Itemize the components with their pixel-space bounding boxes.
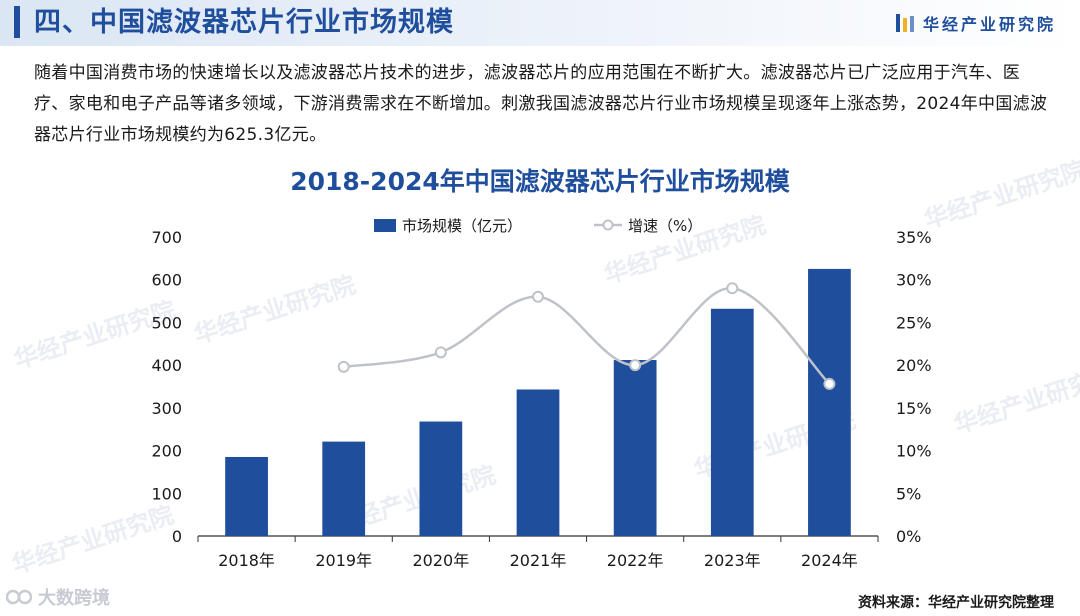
x-tick-label: 2018年	[218, 551, 275, 570]
y-left-tick-label: 700	[151, 228, 182, 247]
growth-line	[343, 287, 831, 385]
header-accent-bar	[14, 6, 20, 38]
x-tick-label: 2020年	[412, 551, 469, 570]
bar	[613, 360, 657, 536]
brand: 华经产业研究院	[895, 10, 1056, 36]
y-left-tick-label: 100	[151, 484, 182, 503]
x-tick-label: 2023年	[704, 551, 761, 570]
corner-logo-text: 大数跨境	[38, 588, 110, 609]
bar	[225, 456, 268, 536]
y-left-tick-label: 400	[151, 356, 182, 375]
growth-point	[532, 290, 544, 303]
corner-logo: 大数跨境	[6, 584, 110, 610]
section-title: 四、中国滤波器芯片行业市场规模	[34, 7, 454, 38]
brand-logo-icon	[895, 14, 914, 32]
growth-point	[726, 282, 739, 295]
legend-bar-label: 市场规模（亿元）	[402, 217, 522, 235]
growth-point	[337, 360, 350, 373]
y-left-tick-label: 0	[172, 527, 182, 546]
header-banner: 四、中国滤波器芯片行业市场规模 华经产业研究院	[0, 0, 1080, 46]
y-right-tick-label: 20%	[896, 356, 932, 375]
bar-series	[225, 268, 851, 536]
bar	[516, 389, 560, 536]
y-right-tick-label: 5%	[896, 484, 921, 503]
legend-bar-swatch	[374, 219, 396, 232]
y-right-tick-label: 25%	[896, 313, 932, 332]
growth-point	[434, 346, 447, 359]
source-note: 资料来源：华经产业研究院整理	[858, 595, 1054, 611]
y-left-tick-label: 600	[151, 271, 182, 290]
corner-logo-icon	[6, 589, 32, 605]
growth-point	[629, 359, 642, 372]
x-tick-label: 2019年	[315, 551, 372, 570]
bar	[710, 308, 754, 536]
y-left-tick-label: 300	[151, 399, 182, 418]
brand-name: 华经产业研究院	[922, 15, 1056, 34]
x-tick-label: 2022年	[607, 551, 664, 570]
y-left-tick-label: 500	[151, 313, 182, 332]
bar	[419, 421, 463, 536]
market-size-chart: 2018-2024年中国滤波器芯片行业市场规模 市场规模（亿元） 增速（%） 0…	[151, 167, 931, 570]
x-tick-label: 2024年	[801, 551, 858, 570]
bar	[808, 268, 851, 536]
chart-legend: 市场规模（亿元） 增速（%）	[374, 217, 702, 235]
line-series	[337, 282, 836, 390]
intro-paragraph: 随着中国消费市场的快速增长以及滤波器芯片技术的进步，滤波器芯片的应用范围在不断扩…	[34, 63, 1048, 145]
legend-line-marker	[602, 219, 614, 231]
y-left-tick-label: 200	[151, 442, 182, 461]
y-right-tick-label: 30%	[896, 271, 932, 290]
y-right-tick-label: 15%	[896, 399, 932, 418]
growth-point	[823, 377, 836, 390]
y-right-tick-label: 35%	[896, 228, 932, 247]
bar	[322, 441, 366, 536]
chart-title: 2018-2024年中国滤波器芯片行业市场规模	[290, 167, 791, 196]
axes: 0 100 200 300 400 500 600 700 0% 5% 10% 15% 20% 25% 30…	[151, 228, 931, 570]
x-tick-label: 2021年	[510, 551, 567, 570]
y-right-tick-label: 10%	[896, 442, 932, 461]
legend-line-label: 增速（%）	[628, 217, 702, 235]
y-right-tick-label: 0%	[896, 527, 921, 546]
